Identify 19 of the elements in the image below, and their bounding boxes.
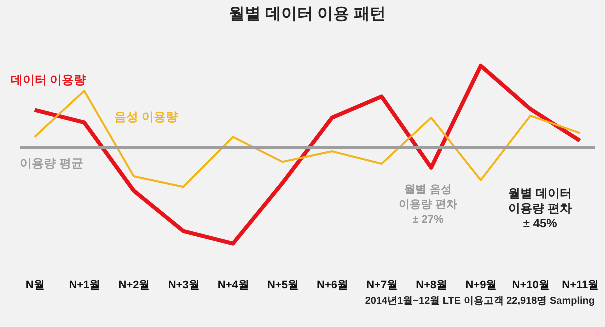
x-tick-label: N월 — [26, 280, 45, 292]
x-tick-label: N+6월 — [317, 280, 349, 292]
x-tick-label: N+1월 — [69, 280, 101, 292]
x-tick-label: N+2월 — [118, 280, 150, 292]
x-tick-label: N+7월 — [366, 280, 398, 292]
x-tick-label: N+5월 — [267, 280, 299, 292]
x-tick-label: N+4월 — [218, 280, 250, 292]
chart-title: 월별 데이터 이용 패턴 — [228, 6, 386, 23]
x-tick-label: N+11월 — [562, 280, 600, 292]
text: 데이터 이용량 — [10, 73, 86, 88]
x-tick-label: N+3월 — [168, 280, 200, 292]
annotation: 월별 음성 이용량 편차 ± 27% — [399, 184, 458, 226]
x-tick-label: N+9월 — [466, 280, 498, 292]
text: 2014년1월~12월 LTE 이용고객 22,918명 Sampling — [365, 296, 595, 307]
annotation: 월별 데이터 이용량 편차 ± 45% — [508, 186, 572, 230]
series-label: 음성 이용량 — [114, 110, 178, 124]
ref-line-label: 이용량 평균 — [20, 156, 84, 171]
x-tick-label: N+10월 — [512, 280, 550, 292]
x-tick-label: N+8월 — [416, 280, 448, 292]
